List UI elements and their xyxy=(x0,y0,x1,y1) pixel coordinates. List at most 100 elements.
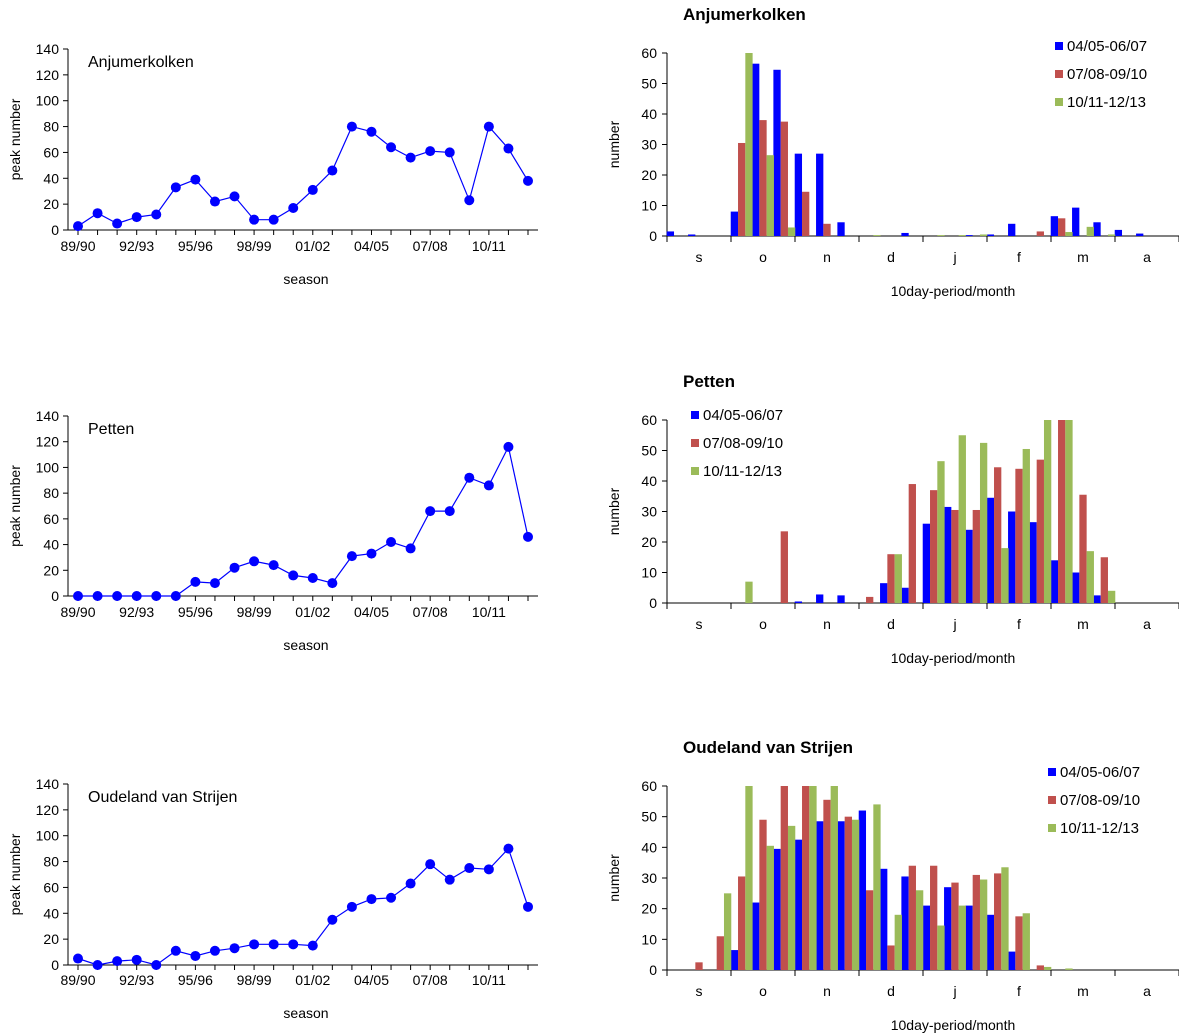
bar-chart-1-bar xyxy=(752,63,760,237)
bar-chart-5-y-axis-label: number xyxy=(606,854,622,902)
line-chart-0-data-point xyxy=(483,121,494,132)
bar-chart-5-bar xyxy=(1008,951,1016,970)
line-chart-0-x-tick-label: 89/90 xyxy=(60,238,95,254)
line-chart-0-data-point xyxy=(503,143,514,154)
bar-chart-5-bar xyxy=(944,887,952,970)
line-chart-0-y-tick-label: 80 xyxy=(43,119,59,135)
line-chart-0-data-point xyxy=(523,175,533,186)
bar-chart-5-bar xyxy=(1043,966,1052,970)
line-chart-4-data-point xyxy=(288,939,299,950)
line-chart-4-data-point xyxy=(229,943,240,954)
bar-chart-1-bar xyxy=(730,211,739,236)
bar-chart-3-bar xyxy=(930,490,938,603)
line-chart-4-data-point xyxy=(73,953,83,964)
line-chart-2-data-point xyxy=(483,480,494,491)
line-chart-4-data-point xyxy=(464,863,475,874)
line-chart-4-y-tick-label: 20 xyxy=(43,931,59,947)
bar-chart-5-bar xyxy=(823,799,831,970)
bar-chart-3-legend-label: 04/05-06/07 xyxy=(703,407,783,424)
line-chart-4-data-point xyxy=(366,894,377,905)
line-chart-4-data-point xyxy=(425,859,436,870)
line-chart-0-data-point xyxy=(464,195,475,206)
line-chart-0-x-tick-label: 10/11 xyxy=(472,238,506,254)
bar-chart-1-bar xyxy=(1058,218,1066,236)
bar-chart-3-legend-swatch xyxy=(691,439,699,447)
line-chart-2-data-point xyxy=(268,560,279,571)
line-chart-4-x-tick-label: 07/08 xyxy=(413,972,448,988)
bar-chart-3-bar xyxy=(908,484,916,603)
line-chart-2-x-tick-label: 01/02 xyxy=(295,604,330,620)
bar-chart-5-bar xyxy=(752,902,760,970)
line-chart-4-data-point xyxy=(131,954,142,965)
bar-chart-5-bar xyxy=(858,810,867,970)
bar-chart-3-bar xyxy=(1050,560,1059,603)
line-chart-2-data-point xyxy=(209,578,220,589)
line-chart-0-y-tick-label: 20 xyxy=(43,196,59,212)
bar-chart-5-bar xyxy=(866,890,874,970)
bar-chart-5-bar xyxy=(809,786,817,970)
line-chart-0-series-line xyxy=(77,125,529,227)
bar-chart-5-legend-swatch xyxy=(1048,824,1056,832)
bar-chart-5-bar xyxy=(951,882,959,970)
line-chart-0-data-point xyxy=(288,203,299,214)
bar-chart-1-x-axis-label: 10day-period/month xyxy=(891,283,1016,299)
bar-chart-5-x-tick-label: d xyxy=(887,983,895,999)
bar-chart-1-x-tick-label: n xyxy=(823,249,831,265)
bar-chart-5-y-tick-label: 60 xyxy=(641,778,657,794)
bar-chart-3-bar xyxy=(1093,595,1101,604)
line-chart-4-x-tick-label: 98/99 xyxy=(237,972,272,988)
bar-chart-3-x-tick-label: n xyxy=(823,616,831,632)
bar-chart-5-bar xyxy=(1001,867,1009,970)
bar-chart-5-x-tick-label: m xyxy=(1077,983,1089,999)
line-chart-2-data-point xyxy=(523,531,533,542)
bar-chart-3-x-tick-label: s xyxy=(696,616,703,632)
line-chart-2-data-point xyxy=(366,548,377,559)
bar-chart-3-y-tick-label: 10 xyxy=(641,565,657,581)
bar-chart-1-legend-label: 07/08-09/10 xyxy=(1067,66,1147,83)
bar-chart-5-bar xyxy=(695,962,703,970)
line-chart-4-data-point xyxy=(503,843,514,854)
bar-chart-5-legend-swatch xyxy=(1048,796,1056,804)
bar-chart-5-bar xyxy=(922,905,931,970)
line-chart-0-x-tick-label: 92/93 xyxy=(119,238,154,254)
line-chart-2-data-point xyxy=(405,543,416,554)
bar-chart-3-bar xyxy=(1065,420,1073,603)
bar-chart-3-y-tick-label: 30 xyxy=(641,504,657,520)
bar-chart-5-y-tick-label: 10 xyxy=(641,931,657,947)
line-chart-4-data-point xyxy=(523,901,533,912)
bar-chart-1-bar xyxy=(1114,229,1123,236)
bar-chart-3-bar xyxy=(1072,572,1080,603)
bar-chart-1-bar xyxy=(766,155,774,236)
line-chart-0-data-point xyxy=(327,165,338,176)
bar-chart-3-bar xyxy=(1001,548,1009,603)
line-chart-2-data-point xyxy=(92,591,103,601)
line-chart-2-data-point xyxy=(464,472,475,483)
line-chart-0-data-point xyxy=(346,121,357,132)
bar-chart-1-bar xyxy=(688,234,696,236)
line-chart-2-data-point xyxy=(386,537,397,547)
line-chart-0-y-axis-label: peak number xyxy=(7,98,23,180)
line-chart-0-data-point xyxy=(229,191,240,202)
line-chart-2-y-tick-label: 120 xyxy=(36,434,60,450)
bar-chart-3-bar xyxy=(837,595,845,604)
bar-chart-5-bar xyxy=(873,804,881,970)
bar-chart-5-x-tick-label: s xyxy=(696,983,703,999)
bar-chart-5-bar xyxy=(738,876,746,970)
bar-chart-3-bar xyxy=(1079,494,1087,603)
bar-chart-3-y-tick-label: 50 xyxy=(641,443,657,459)
bar-chart-1-bar xyxy=(937,235,945,236)
line-chart-2-x-tick-label: 95/96 xyxy=(178,604,213,620)
line-chart-4-data-point xyxy=(209,945,220,956)
bar-chart-1-y-tick-label: 10 xyxy=(641,198,657,214)
bar-chart-5-bar xyxy=(887,945,895,970)
line-chart-2-data-point xyxy=(73,591,83,601)
bar-chart-1-x-tick-label: f xyxy=(1017,249,1021,265)
bar-chart-5-bar xyxy=(802,786,810,970)
line-chart-0-y-tick-label: 0 xyxy=(51,222,59,238)
bar-chart-1-bar xyxy=(787,227,796,236)
line-chart-4-y-tick-label: 100 xyxy=(36,828,60,844)
bar-chart-1-bar xyxy=(1086,226,1094,236)
bar-chart-5-x-tick-label: f xyxy=(1017,983,1021,999)
bar-chart-5-bar xyxy=(780,786,788,970)
bar-chart-3-bar xyxy=(972,509,980,603)
